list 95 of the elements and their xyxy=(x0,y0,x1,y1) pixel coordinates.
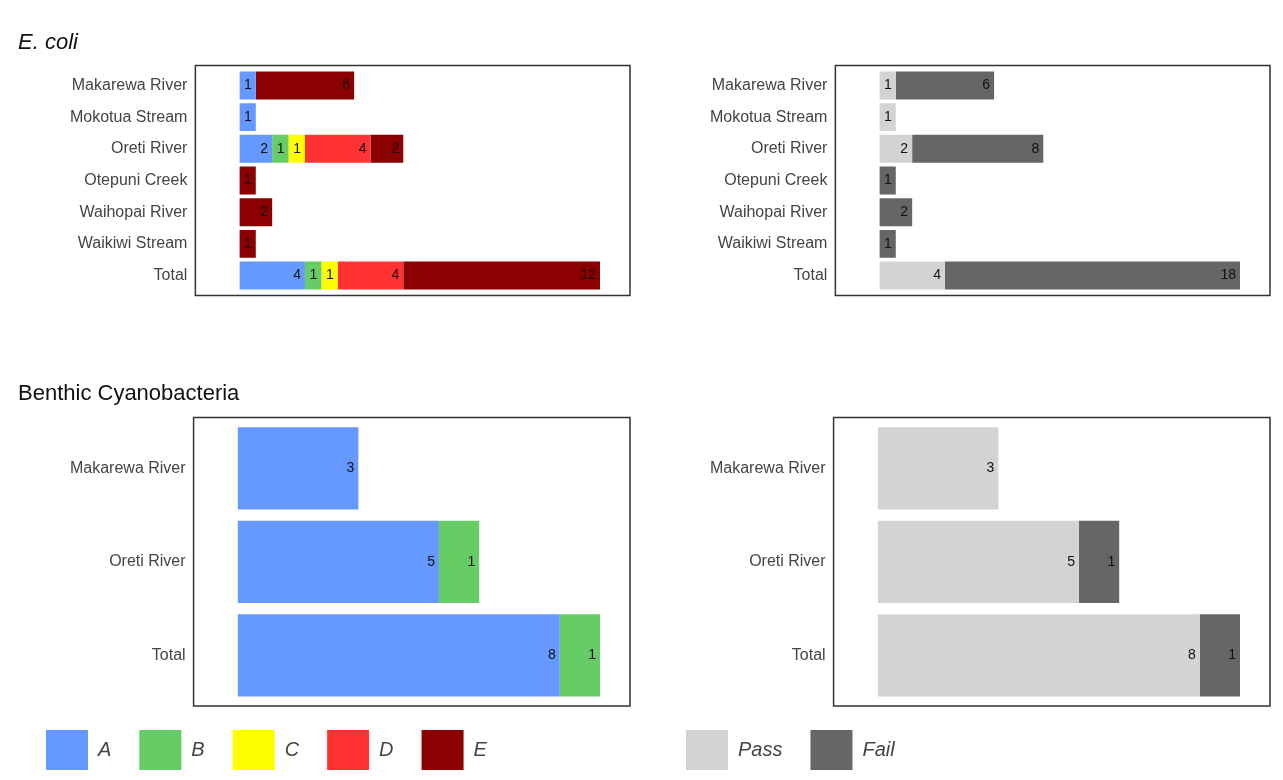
data-label: 4 xyxy=(391,266,400,283)
data-label: 1 xyxy=(883,234,892,251)
bar xyxy=(239,198,273,227)
y-tick-label: Waihopai River xyxy=(79,202,189,220)
bar xyxy=(879,103,896,132)
data-label: 1 xyxy=(276,139,285,156)
y-tick-label: Waikiwi Stream xyxy=(717,234,828,252)
data-label: 1 xyxy=(1228,646,1237,663)
y-tick-label: Mokotua Stream xyxy=(69,107,188,125)
y-tick-label: Total xyxy=(791,645,826,663)
data-label: 1 xyxy=(243,107,252,124)
bar xyxy=(321,261,338,290)
chart-title: Benthic Cyanobacteria xyxy=(18,380,241,406)
data-label: 1 xyxy=(883,76,892,93)
bar xyxy=(239,229,256,258)
legend-label: B xyxy=(191,737,205,760)
bar xyxy=(304,134,371,163)
y-tick-label: Mokotua Stream xyxy=(709,107,828,125)
bar xyxy=(239,134,273,163)
y-tick-label: Total xyxy=(153,265,188,283)
data-label: 6 xyxy=(342,76,351,93)
data-label: 1 xyxy=(883,107,892,124)
data-label: 1 xyxy=(588,646,597,663)
bar xyxy=(559,614,600,697)
data-label: 18 xyxy=(1220,266,1237,283)
bar xyxy=(237,520,439,603)
data-label: 1 xyxy=(243,171,252,188)
data-label: 6 xyxy=(982,76,991,93)
legend-label: C xyxy=(284,737,300,760)
bar xyxy=(272,134,289,163)
y-tick-label: Total xyxy=(151,645,186,663)
data-label: 8 xyxy=(1031,139,1040,156)
data-label: 1 xyxy=(293,139,302,156)
data-label: 1 xyxy=(325,266,334,283)
bar xyxy=(895,71,995,100)
y-tick-label: Oreti River xyxy=(110,139,189,157)
legend-label: D xyxy=(379,737,394,760)
y-tick-label: Waihopai River xyxy=(719,202,829,220)
bar xyxy=(1078,520,1120,603)
data-label: 4 xyxy=(358,139,367,156)
bar xyxy=(879,198,913,227)
data-label: 8 xyxy=(547,646,556,663)
y-tick-label: Oreti River xyxy=(749,552,827,570)
y-tick-label: Total xyxy=(793,265,828,283)
data-label: 1 xyxy=(243,76,252,93)
legend-label: E xyxy=(473,737,488,760)
y-tick-label: Makarewa River xyxy=(69,458,187,476)
bar xyxy=(877,614,1200,697)
bar xyxy=(239,103,256,132)
data-label: 4 xyxy=(293,266,302,283)
data-label: 4 xyxy=(933,266,942,283)
bar xyxy=(912,134,1044,163)
bar xyxy=(237,427,359,510)
y-tick-label: Otepuni Creek xyxy=(724,170,829,188)
data-label: 1 xyxy=(1107,552,1116,569)
data-label: 1 xyxy=(309,266,318,283)
legend-label: Fail xyxy=(862,737,896,760)
data-label: 3 xyxy=(346,459,355,476)
y-tick-label: Oreti River xyxy=(750,139,829,157)
data-label: 8 xyxy=(1187,646,1196,663)
y-tick-label: Otepuni Creek xyxy=(84,170,189,188)
y-tick-label: Makarewa River xyxy=(709,458,827,476)
bar xyxy=(877,427,999,510)
data-label: 2 xyxy=(900,139,909,156)
data-label: 2 xyxy=(260,139,269,156)
legend-label: A xyxy=(97,737,112,760)
bar xyxy=(879,134,913,163)
y-tick-label: Oreti River xyxy=(109,552,187,570)
data-label: 1 xyxy=(467,552,476,569)
bar xyxy=(239,261,305,290)
data-label: 12 xyxy=(580,266,597,283)
data-label: 1 xyxy=(883,171,892,188)
bar xyxy=(337,261,404,290)
y-tick-label: Makarewa River xyxy=(71,75,189,93)
bar xyxy=(877,520,1079,603)
y-tick-label: Waikiwi Stream xyxy=(77,234,188,252)
bar xyxy=(370,134,404,163)
data-label: 2 xyxy=(391,139,400,156)
bar xyxy=(237,614,560,697)
bar xyxy=(438,520,480,603)
data-label: 3 xyxy=(986,459,995,476)
text: E. coli xyxy=(18,28,80,54)
bar xyxy=(1199,614,1240,697)
data-label: 2 xyxy=(900,203,909,220)
legend-label: Pass xyxy=(738,737,783,760)
data-label: 2 xyxy=(260,203,269,220)
bar xyxy=(403,261,600,290)
bar xyxy=(879,261,945,290)
y-tick-label: Makarewa River xyxy=(711,75,829,93)
bar xyxy=(879,229,896,258)
data-label: 5 xyxy=(427,552,436,569)
bar xyxy=(255,71,355,100)
data-label: 5 xyxy=(1067,552,1076,569)
data-label: 1 xyxy=(243,234,252,251)
bar xyxy=(944,261,1240,290)
